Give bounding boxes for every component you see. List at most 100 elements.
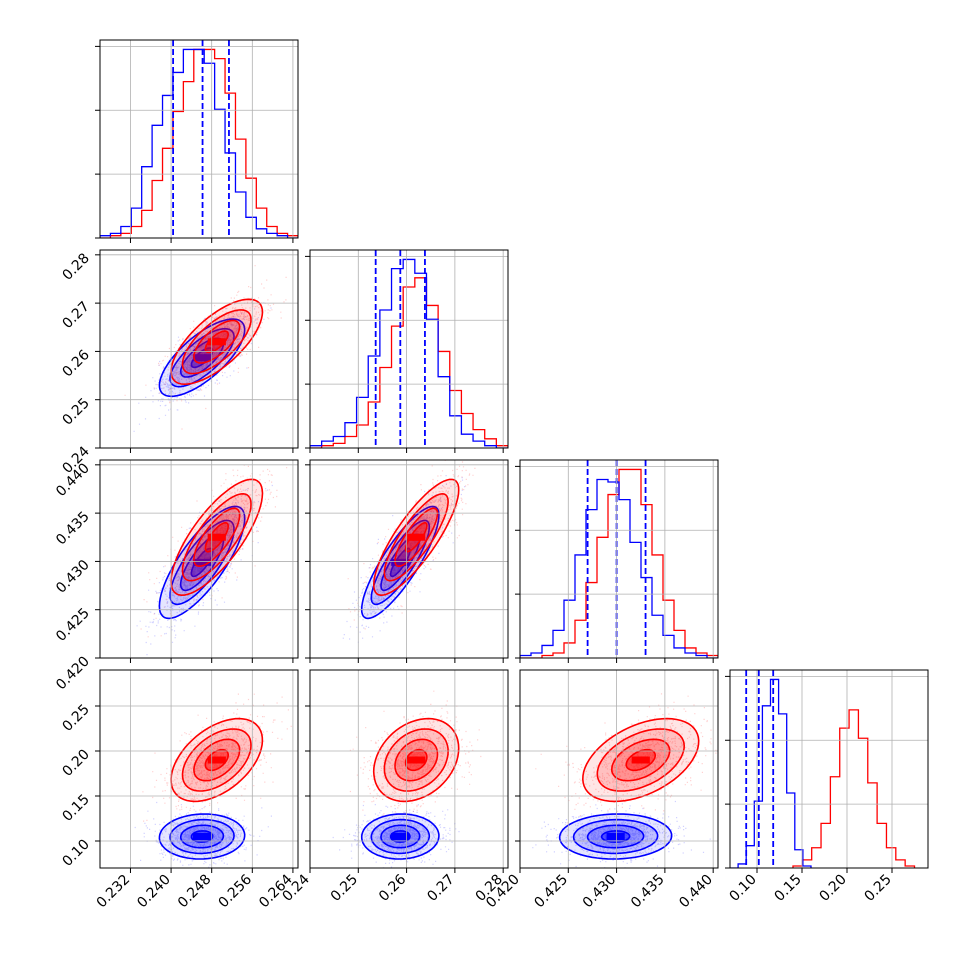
density-peak: [207, 756, 215, 764]
sample-points: [535, 693, 717, 837]
y-tick-label: 0.27: [59, 299, 92, 332]
density-contour: [581, 717, 700, 803]
panel-1-1: [305, 249, 509, 453]
density-contour: [360, 813, 440, 860]
y-tick-label: 0.26: [59, 347, 92, 380]
density-peak: [617, 833, 625, 840]
density-contour: [572, 818, 659, 855]
y-tick-label: 0.425: [53, 605, 93, 645]
x-tick-label: 0.232: [94, 872, 134, 912]
y-tick-label: 0.28: [59, 250, 92, 283]
density-contour: [170, 717, 264, 803]
density-peak: [402, 833, 410, 840]
density-contour: [170, 478, 264, 597]
x-tick-label: 0.25: [328, 872, 361, 905]
panel-frame: [99, 459, 299, 659]
density-peak: [204, 833, 212, 840]
density-peak: [391, 833, 399, 840]
histogram-blue: [520, 478, 718, 658]
density-contour: [193, 319, 241, 364]
sample-points: [342, 475, 466, 643]
density-contour: [404, 748, 428, 772]
density-peak: [412, 533, 420, 541]
density-peak: [418, 533, 426, 541]
y-tick-label: 0.25: [59, 702, 92, 735]
histogram-red: [310, 277, 508, 448]
panel-2-1: [305, 459, 509, 663]
panel-frame: [309, 249, 509, 449]
density-contour: [383, 728, 449, 792]
density-peak: [637, 756, 645, 764]
panel-frame: [729, 669, 929, 869]
density-contour: [596, 728, 686, 792]
x-tick-label: 0.240: [134, 872, 174, 912]
sample-points: [140, 464, 288, 638]
density-peak: [213, 338, 221, 346]
density-contour: [181, 728, 252, 792]
density-peak: [207, 338, 215, 346]
panel-frame: [519, 459, 719, 659]
panel-3-2: 0.420 0.425 0.430 0.435 0.440: [483, 669, 719, 912]
x-tick-label: 0.25: [861, 872, 894, 905]
y-tick-label: 0.25: [59, 395, 92, 428]
density-peak: [631, 756, 639, 764]
density-peak: [198, 354, 206, 362]
density-contour: [204, 748, 229, 772]
x-tick-label: 0.15: [771, 872, 804, 905]
density-peak: [192, 354, 200, 362]
y-tick-label: 0.20: [59, 747, 92, 780]
density-contour: [394, 738, 439, 782]
density-contour: [625, 748, 657, 772]
density-peak: [612, 833, 620, 840]
panel-frame: [309, 459, 509, 659]
histogram-red: [792, 709, 916, 868]
y-tick-label: 0.435: [53, 509, 93, 549]
x-tick-label: 0.440: [676, 872, 716, 912]
histogram-blue: [100, 48, 298, 238]
density-contour: [372, 478, 460, 597]
panel-frame: [99, 249, 299, 449]
panel-3-3: 0.10 0.15 0.20 0.25: [725, 669, 929, 905]
density-contour: [372, 717, 460, 803]
x-tick-label: 0.26: [376, 871, 409, 904]
density-contour: [170, 298, 264, 386]
panel-1-0: 0.240.250.260.270.28: [59, 249, 299, 477]
density-peak: [606, 833, 614, 840]
density-contour: [158, 318, 246, 398]
x-tick-label: 0.425: [531, 872, 571, 912]
x-tick-label: 0.10: [726, 872, 759, 905]
density-contour: [193, 507, 241, 568]
panel-frame: [99, 39, 299, 239]
density-peak: [412, 756, 420, 764]
density-peak: [407, 533, 415, 541]
density-contour: [370, 818, 431, 855]
x-tick-label: 0.430: [580, 872, 620, 912]
density-peak: [213, 756, 221, 764]
density-peak: [418, 756, 426, 764]
density-contour: [360, 505, 440, 620]
panel-frame: [519, 669, 719, 869]
sample-points: [134, 793, 272, 868]
histogram-red: [100, 48, 298, 238]
density-contour: [181, 309, 252, 375]
density-peak: [204, 354, 212, 362]
density-peak: [218, 533, 226, 541]
density-peak: [642, 756, 650, 764]
density-peak: [198, 558, 206, 566]
sample-points: [349, 690, 482, 842]
x-tick-label: 0.256: [215, 871, 255, 911]
density-contour: [600, 830, 631, 843]
x-tick-label: 0.435: [628, 872, 668, 912]
density-peak: [192, 558, 200, 566]
y-tick-label: 0.430: [53, 557, 93, 597]
density-peak: [407, 756, 415, 764]
density-contour: [394, 507, 439, 568]
y-tick-label: 0.15: [59, 792, 92, 825]
density-contour: [586, 824, 645, 849]
density-contour: [179, 824, 225, 849]
density-peak: [192, 833, 200, 840]
density-contour: [380, 824, 421, 849]
panel-3-1: 0.24 0.25 0.26 0.27 0.28: [279, 669, 509, 905]
x-tick-label: 0.20: [816, 872, 849, 905]
